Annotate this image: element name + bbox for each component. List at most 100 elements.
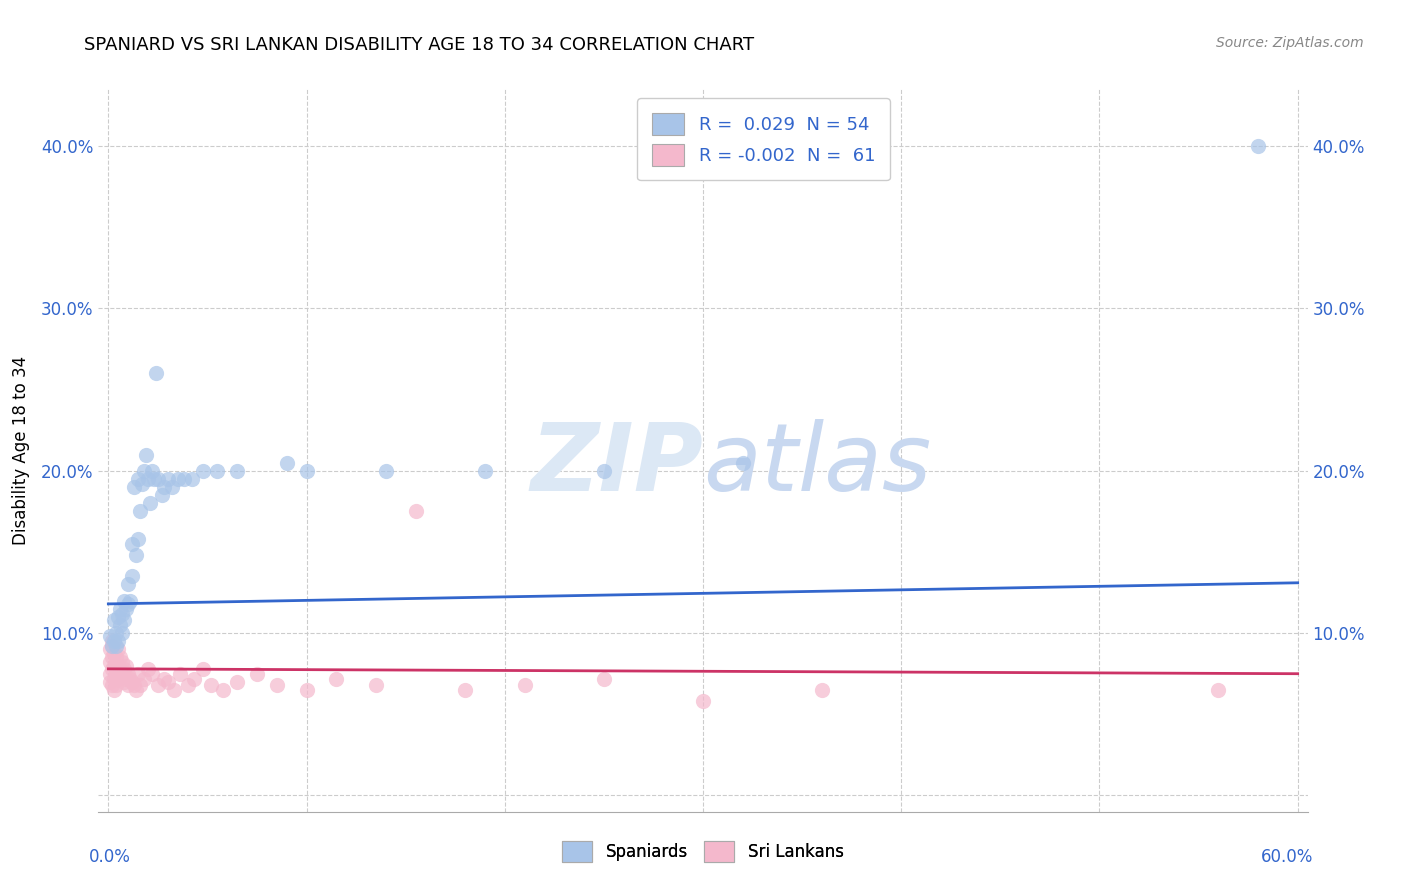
Point xyxy=(120,593,142,607)
Point xyxy=(173,472,195,486)
Point xyxy=(98,666,121,681)
Point xyxy=(364,678,387,692)
Point xyxy=(142,472,165,486)
Point xyxy=(98,642,121,657)
Point xyxy=(183,672,205,686)
Point xyxy=(405,504,427,518)
Point xyxy=(111,626,134,640)
Point xyxy=(135,448,157,462)
Point xyxy=(226,674,249,689)
Point xyxy=(1208,682,1230,697)
Point xyxy=(105,626,128,640)
Point xyxy=(131,476,153,491)
Point xyxy=(153,480,176,494)
Text: 60.0%: 60.0% xyxy=(1261,848,1313,866)
Point xyxy=(117,597,139,611)
Point xyxy=(121,569,143,583)
Text: atlas: atlas xyxy=(703,419,931,510)
Point xyxy=(111,666,134,681)
Point xyxy=(146,472,169,486)
Point xyxy=(101,639,124,653)
Point xyxy=(127,532,149,546)
Point xyxy=(101,662,124,676)
Point xyxy=(103,646,125,660)
Text: ZIP: ZIP xyxy=(530,419,703,511)
Point xyxy=(98,674,121,689)
Point xyxy=(141,666,163,681)
Point xyxy=(122,678,145,692)
Point xyxy=(107,634,129,648)
Point xyxy=(246,666,269,681)
Point xyxy=(193,662,215,676)
Point xyxy=(207,464,229,478)
Point xyxy=(731,456,754,470)
Point xyxy=(110,601,132,615)
Point xyxy=(169,666,191,681)
Point xyxy=(110,618,132,632)
Point xyxy=(153,672,176,686)
Point xyxy=(454,682,477,697)
Point xyxy=(325,672,347,686)
Point xyxy=(127,472,149,486)
Legend: Spaniards, Sri Lankans: Spaniards, Sri Lankans xyxy=(555,835,851,869)
Point xyxy=(101,639,124,653)
Point xyxy=(136,662,159,676)
Point xyxy=(125,682,148,697)
Point xyxy=(117,678,139,692)
Point xyxy=(107,658,129,673)
Point xyxy=(120,672,142,686)
Point xyxy=(200,678,222,692)
Point xyxy=(132,464,155,478)
Point xyxy=(295,682,318,697)
Point xyxy=(156,674,179,689)
Point xyxy=(121,674,143,689)
Point xyxy=(212,682,235,697)
Point xyxy=(98,656,121,670)
Point xyxy=(110,662,132,676)
Point xyxy=(150,488,173,502)
Point xyxy=(117,577,139,591)
Point xyxy=(110,650,132,665)
Point xyxy=(129,504,152,518)
Point xyxy=(122,480,145,494)
Point xyxy=(176,678,198,692)
Point xyxy=(295,464,318,478)
Point xyxy=(105,678,128,692)
Point xyxy=(146,678,169,692)
Point xyxy=(117,666,139,681)
Point xyxy=(103,672,125,686)
Point xyxy=(513,678,536,692)
Point xyxy=(107,642,129,657)
Point xyxy=(374,464,396,478)
Point xyxy=(141,464,163,478)
Point xyxy=(156,472,179,486)
Point xyxy=(1247,139,1270,153)
Point xyxy=(111,656,134,670)
Point xyxy=(105,639,128,653)
Point xyxy=(98,629,121,643)
Point xyxy=(112,662,135,676)
Point xyxy=(115,601,138,615)
Y-axis label: Disability Age 18 to 34: Disability Age 18 to 34 xyxy=(11,356,30,545)
Point xyxy=(226,464,249,478)
Point xyxy=(593,672,616,686)
Point xyxy=(266,678,288,692)
Point xyxy=(101,678,124,692)
Point xyxy=(276,456,298,470)
Point xyxy=(105,650,128,665)
Point xyxy=(692,694,714,708)
Point xyxy=(474,464,496,478)
Point xyxy=(180,472,202,486)
Point xyxy=(103,613,125,627)
Point xyxy=(127,666,149,681)
Point xyxy=(129,678,152,692)
Point xyxy=(115,672,138,686)
Point xyxy=(593,464,616,478)
Point xyxy=(107,610,129,624)
Point xyxy=(101,650,124,665)
Point xyxy=(193,464,215,478)
Point xyxy=(125,548,148,562)
Point xyxy=(132,672,155,686)
Point xyxy=(105,666,128,681)
Point xyxy=(103,658,125,673)
